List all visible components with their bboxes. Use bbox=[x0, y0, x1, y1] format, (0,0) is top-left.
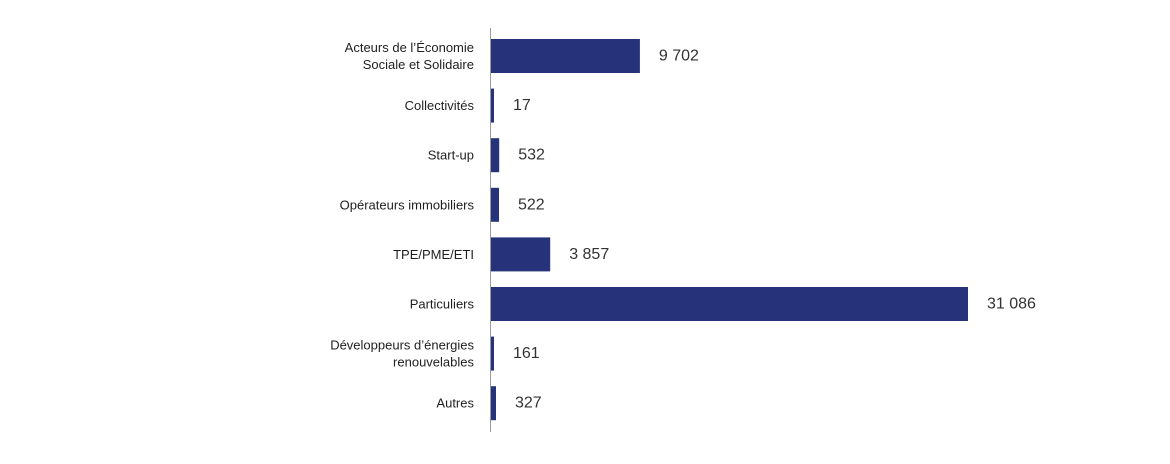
category-label-2-line-0: Start-up bbox=[428, 148, 474, 163]
category-label-3-line-0: Opérateurs immobiliers bbox=[340, 197, 475, 212]
value-label-4: 3 857 bbox=[569, 246, 609, 263]
category-label-5-line-0: Particuliers bbox=[410, 297, 475, 312]
category-label-4-line-0: TPE/PME/ETI bbox=[393, 247, 474, 262]
value-labels-group: 9 702 17 532 522 3 857 31 086 161 327 bbox=[513, 48, 1036, 412]
value-label-2: 532 bbox=[518, 147, 545, 164]
category-label-7-line-0: Autres bbox=[436, 396, 474, 411]
category-label-6-line-0: Développeurs d’énergies bbox=[330, 338, 474, 353]
bar-3 bbox=[491, 187, 499, 222]
category-labels-group: Acteurs de l’Économie Sociale et Solidair… bbox=[330, 40, 474, 411]
bar-7 bbox=[491, 386, 496, 421]
value-label-6: 161 bbox=[513, 345, 540, 362]
bar-4 bbox=[491, 237, 551, 272]
category-label-6-line-1: renouvelables bbox=[393, 355, 474, 370]
bar-5 bbox=[491, 287, 968, 321]
bar-2 bbox=[491, 138, 500, 173]
bar-0 bbox=[491, 39, 640, 73]
bars-group bbox=[491, 39, 968, 421]
category-label-0-line-0: Acteurs de l’Économie bbox=[345, 40, 474, 55]
value-label-5: 31 086 bbox=[987, 296, 1036, 313]
value-label-0: 9 702 bbox=[659, 48, 699, 65]
bar-6 bbox=[491, 336, 494, 371]
category-label-1-line-0: Collectivités bbox=[405, 98, 475, 113]
value-label-1: 17 bbox=[513, 97, 531, 114]
value-label-7: 327 bbox=[515, 395, 542, 412]
bar-1 bbox=[491, 88, 494, 123]
category-label-0-line-1: Sociale et Solidaire bbox=[363, 57, 474, 72]
value-label-3: 522 bbox=[518, 196, 545, 213]
